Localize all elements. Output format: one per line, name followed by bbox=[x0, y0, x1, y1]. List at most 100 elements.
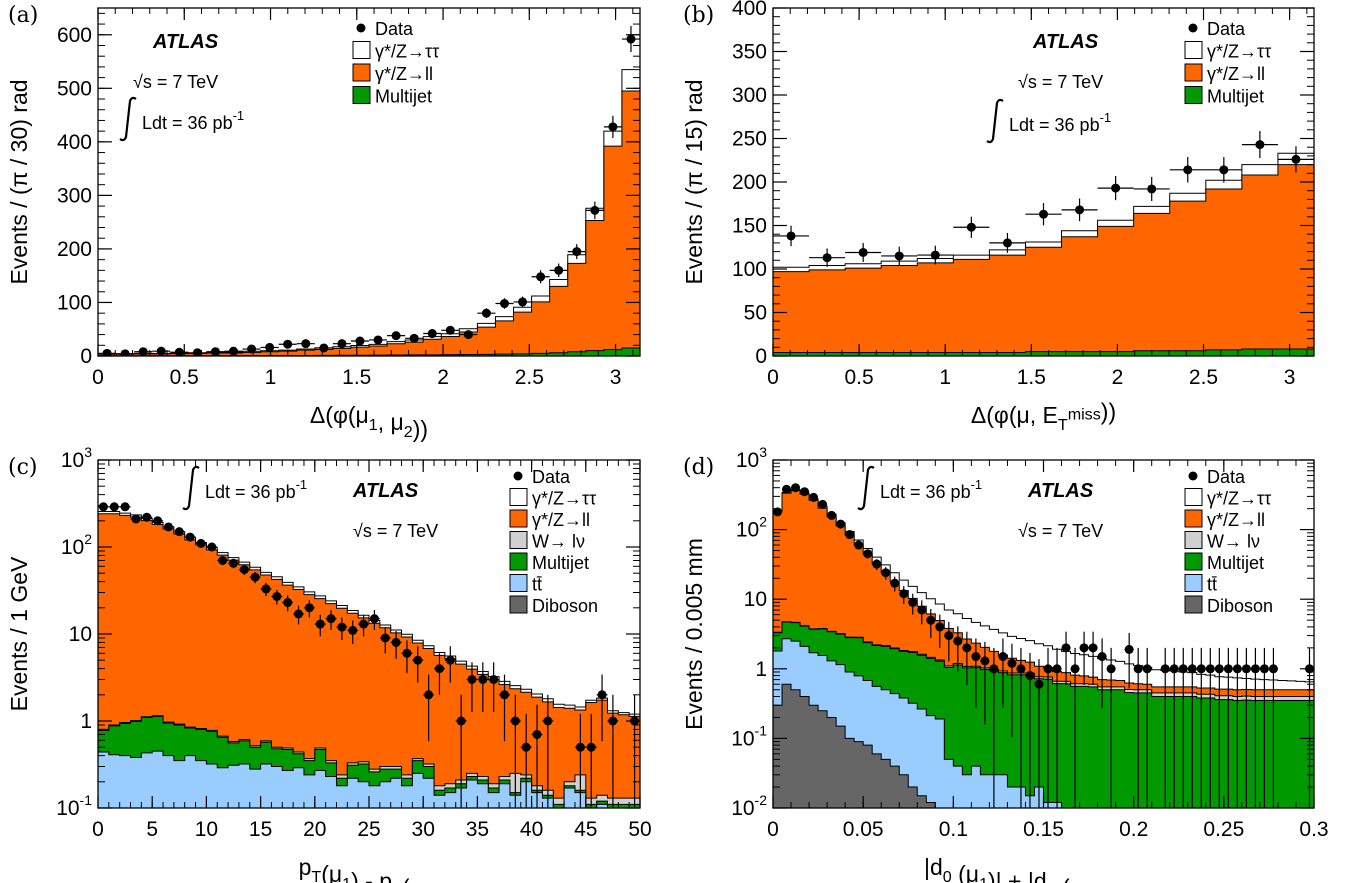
data-point bbox=[229, 558, 238, 568]
data-point bbox=[1259, 664, 1269, 674]
y-tick-label: 400 bbox=[57, 131, 92, 154]
integral-icon bbox=[182, 465, 200, 511]
data-point bbox=[773, 507, 783, 517]
data-point bbox=[250, 572, 260, 582]
data-point bbox=[445, 325, 455, 335]
stack-diboson bbox=[773, 683, 1314, 808]
data-point bbox=[185, 532, 195, 542]
legend-swatch bbox=[1184, 552, 1203, 571]
x-tick-label: 50 bbox=[628, 818, 651, 841]
legend-entry-multijet: Multijet bbox=[352, 86, 432, 107]
data-point bbox=[543, 716, 553, 726]
y-tick-label: 1 bbox=[80, 710, 92, 733]
data-point bbox=[1043, 664, 1053, 674]
legend-entry-multijet: Multijet bbox=[509, 552, 589, 573]
data-point bbox=[283, 598, 293, 608]
x-tick-label: 35 bbox=[466, 818, 489, 841]
legend-label: γ*/Z→ll bbox=[532, 510, 590, 530]
legend-label: γ*/Z→ττ bbox=[1207, 489, 1271, 509]
data-point bbox=[1232, 664, 1242, 674]
legend-data-marker bbox=[356, 23, 366, 33]
legend-entry-zll: γ*/Z→ll bbox=[352, 63, 433, 84]
y-tick-label: 400 bbox=[732, 0, 767, 20]
data-point bbox=[1147, 184, 1157, 194]
x-tick-label: 0 bbox=[92, 366, 104, 389]
data-point bbox=[1034, 679, 1044, 689]
plot-area bbox=[98, 502, 640, 808]
data-point bbox=[930, 250, 940, 260]
legend-label: γ*/Z→ττ bbox=[375, 42, 439, 62]
x-tick-label: 1.5 bbox=[1017, 366, 1046, 389]
x-tick-label: 1 bbox=[939, 366, 951, 389]
data-point bbox=[369, 614, 379, 624]
data-point bbox=[1142, 664, 1152, 674]
data-point bbox=[402, 648, 412, 658]
data-point bbox=[500, 690, 509, 700]
y-tick-label: 0 bbox=[80, 345, 92, 368]
data-point bbox=[572, 247, 582, 257]
y-tick-label: 0 bbox=[755, 345, 767, 368]
x-tick-label: 5 bbox=[146, 818, 158, 841]
data-point bbox=[98, 502, 108, 512]
data-point bbox=[989, 664, 999, 674]
legend-entry-zll: γ*/Z→ll bbox=[1184, 509, 1265, 530]
legend-label: γ*/Z→ll bbox=[1207, 64, 1265, 84]
chart-panel-4: 0 0.05 0.1 0.15 0.2 0.25 0.3 10-2 10-1 1 10 102 103 |… bbox=[681, 444, 1329, 883]
x-tick-label: 0.5 bbox=[170, 366, 199, 389]
atlas-label: ATLAS bbox=[1032, 31, 1099, 53]
legend-swatch bbox=[509, 595, 528, 614]
y-tick-label: 10-1 bbox=[731, 722, 767, 750]
data-point bbox=[120, 502, 130, 512]
data-point bbox=[786, 231, 796, 241]
data-point bbox=[138, 347, 148, 356]
data-point bbox=[142, 512, 152, 522]
chart-panel-2: 0 0.5 1 1.5 2 2.5 3 0 50 100 150 200 250 300 350 400 Δ(φ… bbox=[681, 0, 1315, 434]
y-tick-label: 100 bbox=[57, 291, 92, 314]
legend-entry-ttbar: tt̄ bbox=[509, 574, 542, 595]
luminosity-label: Ldt = 36 pb-1 bbox=[142, 108, 244, 133]
y-tick-label: 350 bbox=[732, 41, 767, 64]
legend-label: Data bbox=[375, 19, 414, 39]
legend-label: Data bbox=[1207, 467, 1246, 487]
data-point bbox=[1241, 664, 1251, 674]
panel-label: (c) bbox=[8, 455, 38, 480]
data-point bbox=[163, 522, 173, 532]
data-point bbox=[319, 343, 329, 353]
y-tick-label: 200 bbox=[732, 171, 767, 194]
data-point bbox=[1219, 165, 1229, 175]
legend-swatch bbox=[1184, 509, 1203, 528]
data-point bbox=[1255, 140, 1265, 150]
legend-label: Diboson bbox=[1207, 596, 1273, 616]
data-point bbox=[1079, 643, 1089, 653]
data-point bbox=[445, 655, 455, 665]
data-point bbox=[1002, 238, 1012, 248]
legend-entry-ztautau: γ*/Z→ττ bbox=[509, 488, 596, 509]
legend-entry-data: Data bbox=[1188, 467, 1246, 487]
data-point bbox=[998, 652, 1008, 662]
data-point bbox=[854, 540, 864, 550]
data-point bbox=[424, 690, 434, 700]
data-point bbox=[608, 716, 618, 726]
legend-swatch bbox=[352, 41, 371, 59]
data-point bbox=[858, 247, 868, 257]
y-tick-label: 250 bbox=[732, 128, 767, 151]
data-point bbox=[881, 568, 891, 578]
stack-multijet bbox=[773, 348, 1314, 356]
plot-area bbox=[773, 131, 1314, 356]
data-point bbox=[1124, 644, 1134, 654]
legend-entry-zll: γ*/Z→ll bbox=[1184, 63, 1265, 84]
x-tick-label: 0 bbox=[92, 818, 104, 841]
data-point bbox=[586, 742, 596, 752]
data-point bbox=[326, 614, 336, 624]
luminosity-label: Ldt = 36 pb-1 bbox=[880, 477, 982, 502]
data-point bbox=[536, 272, 546, 282]
legend-label: Multijet bbox=[532, 553, 589, 573]
legend-entry-ztautau: γ*/Z→ττ bbox=[1184, 488, 1271, 509]
legend-label: γ*/Z→ll bbox=[1207, 510, 1265, 530]
data-point bbox=[192, 348, 202, 356]
x-tick-label: 2.5 bbox=[1189, 366, 1218, 389]
data-point bbox=[174, 347, 184, 356]
data-point bbox=[953, 636, 963, 646]
y-tick-label: 200 bbox=[57, 238, 92, 261]
data-point bbox=[265, 342, 275, 352]
